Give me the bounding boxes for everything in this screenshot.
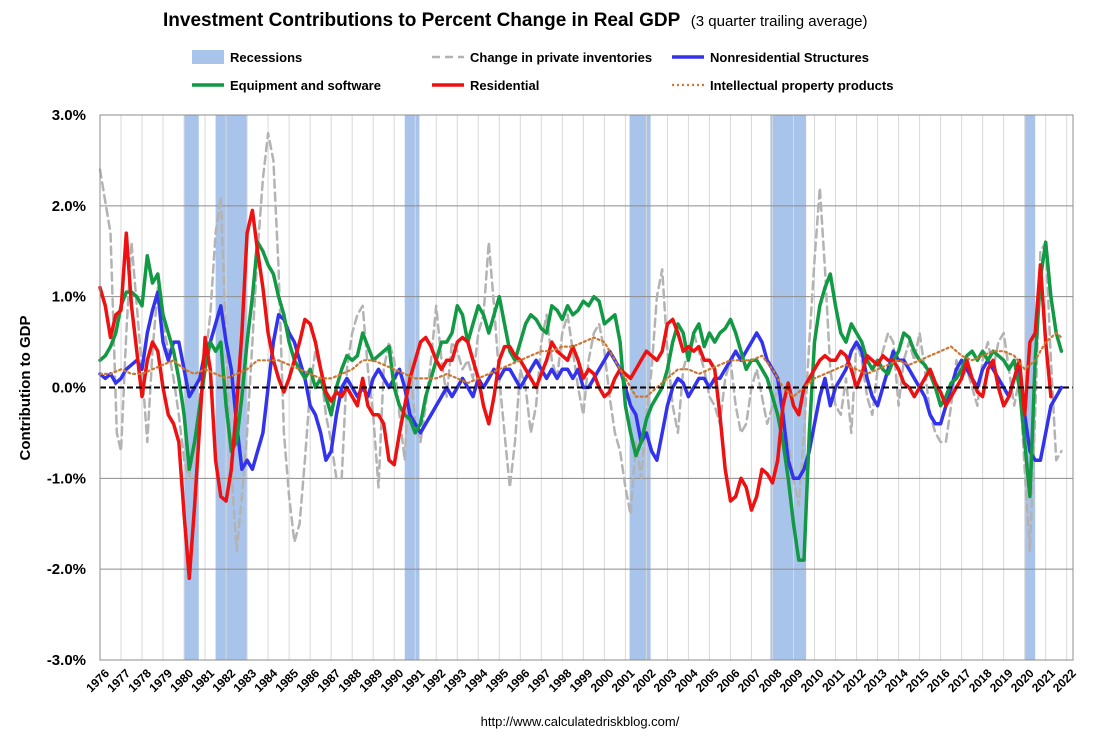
series-line-residential: [98, 208, 1053, 581]
axes: [99, 114, 1074, 661]
y-tick-label: 1.0%: [52, 289, 86, 306]
source-url: http://www.calculatedriskblog.com/: [481, 714, 680, 729]
legend-label: Change in private inventories: [470, 50, 652, 65]
legend-label: Recessions: [230, 50, 302, 65]
legend-item: Intellectual property products: [672, 78, 893, 93]
chart-title: Investment Contributions to Percent Chan…: [163, 10, 868, 31]
svg-text:Investment Contributions to Pe: Investment Contributions to Percent Chan…: [163, 10, 868, 31]
y-tick-label: -1.0%: [47, 470, 86, 487]
legend-item: Recessions: [192, 50, 302, 65]
series-line-intellectual-property-products: [98, 331, 1063, 398]
legend-label: Intellectual property products: [710, 78, 893, 93]
legend-swatch: [192, 50, 224, 64]
chart-subtitle: (3 quarter trailing average): [691, 13, 868, 30]
legend-label: Nonresidential Structures: [710, 50, 869, 65]
x-axis-ticks: 1976197719781979198019811982198319841985…: [83, 666, 1079, 695]
y-tick-label: -3.0%: [47, 652, 86, 669]
legend-label: Residential: [470, 78, 539, 93]
legend-label: Equipment and software: [230, 78, 381, 93]
series-lines: [98, 131, 1064, 581]
plot-frame: [99, 114, 1074, 661]
y-tick-label: 0.0%: [52, 380, 86, 397]
x-tick-label: 2022: [1050, 666, 1079, 695]
legend: Recessions Change in private inventories N…: [192, 50, 893, 93]
legend-item: Residential: [432, 78, 539, 93]
legend-item: Nonresidential Structures: [672, 50, 869, 65]
y-tick-label: -2.0%: [47, 561, 86, 578]
y-tick-label: 3.0%: [52, 107, 86, 124]
legend-item: Equipment and software: [192, 78, 381, 93]
recession-band: [404, 115, 420, 660]
y-tick-label: 2.0%: [52, 198, 86, 215]
chart-title-main: Investment Contributions to Percent Chan…: [163, 10, 681, 31]
series-line-equipment-and-software: [98, 240, 1064, 562]
y-axis-ticks: 3.0% 2.0% 1.0% 0.0% -1.0% -2.0% -3.0%: [47, 107, 86, 669]
legend-item: Change in private inventories: [432, 50, 652, 65]
y-axis-label: Contribution to GDP: [17, 316, 34, 461]
